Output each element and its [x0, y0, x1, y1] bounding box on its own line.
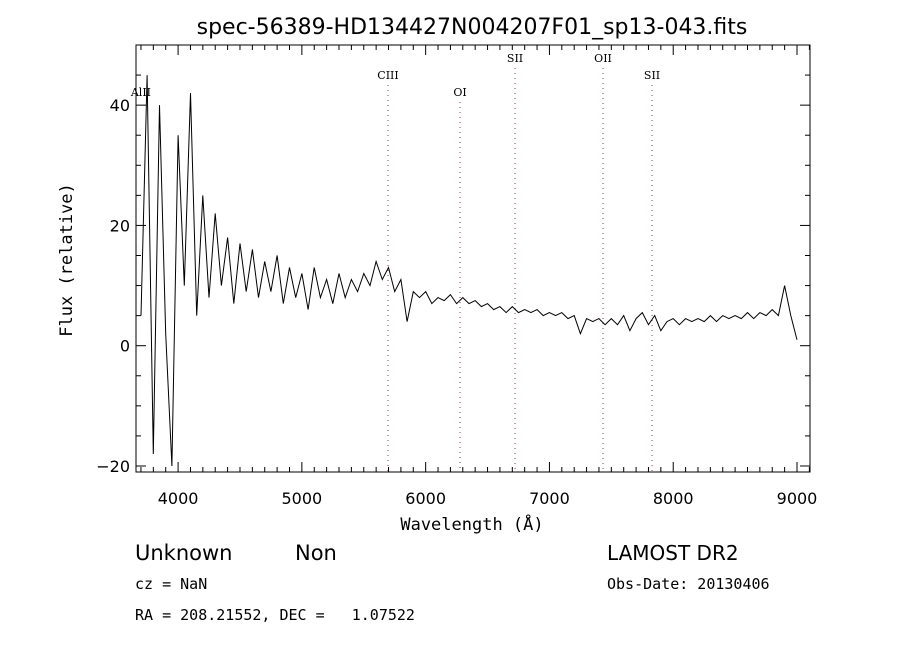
line-marker-label: OI [453, 86, 466, 99]
x-tick-label: 4000 [158, 489, 199, 508]
y-axis-label: Flux (relative) [57, 183, 77, 337]
y-tick-label: 40 [110, 96, 130, 115]
line-marker-label: SII [644, 69, 660, 82]
y-tick-label: 20 [110, 216, 130, 235]
object-subclass: Non [295, 541, 337, 565]
x-axis-label: Wavelength (Å) [400, 513, 543, 535]
redshift-text: cz = NaN [135, 575, 207, 593]
line-marker-label: AlII [130, 86, 151, 99]
object-class: Unknown [135, 541, 232, 565]
plot-frame [135, 44, 811, 473]
x-tick-label: 8000 [653, 489, 694, 508]
axis-ticks: 4000 5000 6000 7000 8000 9000 −20 0 20 40 [96, 44, 818, 508]
line-marker-label: SII [507, 52, 523, 65]
spectrum-line [140, 75, 798, 467]
line-markers: AlII CIII OI SII OII SII [130, 52, 660, 472]
x-tick-label: 7000 [529, 489, 570, 508]
line-marker-label: OII [594, 52, 612, 65]
coordinates-text: RA = 208.21552, DEC = 1.07522 [135, 606, 415, 624]
y-tick-label: 0 [120, 337, 130, 356]
x-tick-label: 6000 [405, 489, 446, 508]
obs-date: Obs-Date: 20130406 [607, 575, 770, 593]
line-marker-label: CIII [377, 69, 398, 82]
chart-title: spec-56389-HD134427N004207F01_sp13-043.f… [197, 15, 748, 40]
x-tick-label: 5000 [282, 489, 323, 508]
y-tick-label: −20 [96, 457, 130, 476]
survey-label: LAMOST DR2 [607, 541, 739, 565]
x-tick-label: 9000 [777, 489, 818, 508]
